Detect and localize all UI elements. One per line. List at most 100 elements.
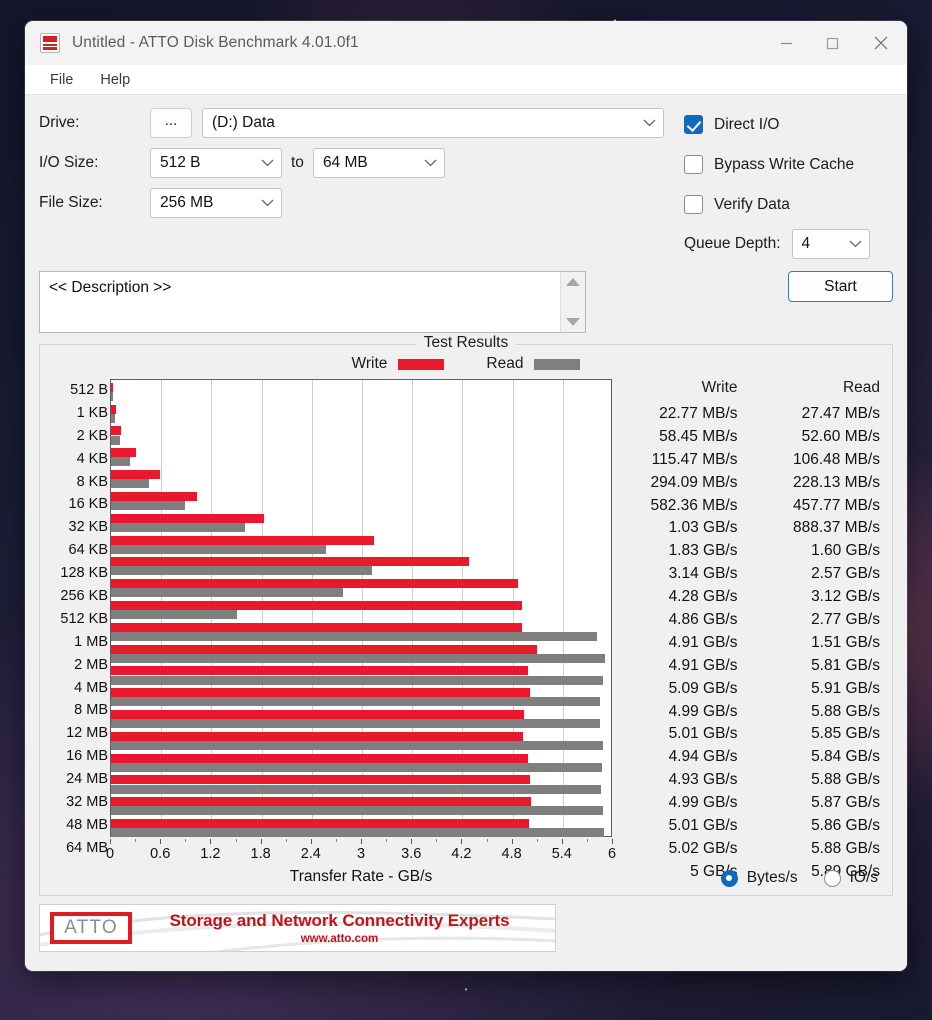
bypass-write-cache-checkbox[interactable]: [684, 155, 703, 174]
drive-select[interactable]: (D:) Data: [202, 108, 664, 138]
chart-x-minor-tick: [135, 839, 137, 842]
chart-bar-write: [111, 382, 113, 392]
radio-io-indicator[interactable]: [823, 869, 841, 887]
chart-gridline: [562, 380, 564, 836]
results-table-row: 4.91 GB/s 5.81 GB/s: [607, 655, 892, 678]
chart-y-label: 1 MB: [74, 633, 108, 650]
direct-io-checkbox[interactable]: [684, 115, 703, 134]
description-box[interactable]: << Description >>: [39, 271, 586, 333]
results-table-row: 4.99 GB/s 5.88 GB/s: [607, 701, 892, 724]
chart-bar-write: [111, 426, 121, 436]
direct-io-row[interactable]: Direct I/O: [684, 109, 893, 140]
results-read-value: 5.86 GB/s: [811, 817, 880, 835]
minimize-icon[interactable]: [763, 21, 809, 65]
start-button[interactable]: Start: [788, 271, 893, 302]
chart-bar-write: [111, 688, 531, 698]
io-size-from-select[interactable]: 512 B: [150, 148, 282, 178]
chart-y-label: 512 B: [70, 382, 108, 398]
chart-bar-read: [111, 391, 114, 401]
chart-bar-write: [111, 535, 374, 545]
radio-bytes-label: Bytes/s: [746, 869, 798, 886]
verify-data-label: Verify Data: [714, 195, 790, 213]
chart-bar-write: [111, 666, 529, 676]
results-table: Write Read 22.77 MB/s 27.47 MB/s 58.45 MB/…: [605, 379, 892, 884]
chart-bar-read: [111, 762, 603, 772]
atto-app-icon: [40, 33, 60, 53]
verify-data-checkbox[interactable]: [684, 195, 703, 214]
chart-x-tick: [110, 839, 111, 844]
chart-x-minor-tick: [536, 839, 538, 842]
results-write-value: 4.99 GB/s: [668, 702, 738, 720]
chart-y-label: 16 MB: [66, 748, 108, 765]
legend-label-read: Read: [486, 355, 524, 372]
chart-bar-write: [111, 470, 160, 480]
results-table-row: 4.99 GB/s 5.87 GB/s: [607, 792, 892, 815]
file-size-label: File Size:: [39, 194, 103, 211]
results-write-value: 1.03 GB/s: [668, 519, 738, 537]
banner-url: www.atto.com: [300, 933, 379, 945]
results-read-value: 3.12 GB/s: [811, 588, 880, 606]
chart-legend: Write Read: [40, 345, 892, 373]
scroll-up-arrow-icon[interactable]: [566, 278, 580, 286]
maximize-icon[interactable]: [809, 21, 855, 65]
io-size-row: I/O Size: 512 B to 64 MB: [39, 147, 664, 179]
results-read-value: 228.13 MB/s: [792, 473, 880, 491]
chart-x-tick: [461, 839, 463, 844]
chart-x-tick-label: 0.6: [150, 846, 171, 862]
results-read-value: 2.77 GB/s: [811, 611, 880, 629]
window-titlebar[interactable]: Untitled - ATTO Disk Benchmark 4.01.0f1: [25, 21, 907, 65]
chart-y-label: 8 MB: [74, 702, 108, 719]
chart-y-label: 64 MB: [66, 839, 108, 856]
results-table-row: 3.14 GB/s 2.57 GB/s: [607, 563, 892, 586]
chart-x-tick: [210, 839, 212, 844]
results-read-value: 457.77 MB/s: [792, 496, 880, 514]
chart-y-label: 16 KB: [68, 496, 109, 513]
legend-swatch-write: [398, 358, 445, 370]
close-icon[interactable]: [855, 21, 907, 65]
atto-disk-benchmark-window: Untitled - ATTO Disk Benchmark 4.01.0f1 …: [25, 21, 907, 971]
queue-depth-select[interactable]: 4: [791, 229, 870, 259]
description-scrollbar[interactable]: [560, 272, 585, 332]
drive-row: Drive: ... (D:) Data: [39, 107, 664, 139]
chart-bar-read: [111, 675, 603, 685]
radio-bytes-per-sec[interactable]: Bytes/s: [720, 869, 798, 887]
chevron-down-icon: [261, 199, 274, 207]
chart-x-minor-tick: [386, 839, 388, 842]
chart-bar-write: [111, 775, 531, 785]
file-size-select[interactable]: 256 MB: [150, 188, 282, 218]
results-read-value: 5.87 GB/s: [811, 794, 880, 812]
chart-bar-read: [111, 566, 373, 576]
menu-item-file[interactable]: File: [50, 71, 74, 88]
results-table-row: 5.09 GB/s 5.91 GB/s: [607, 678, 892, 701]
results-table-row: 115.47 MB/s 106.48 MB/s: [607, 449, 892, 472]
results-table-row: 58.45 MB/s 52.60 MB/s: [607, 426, 892, 449]
units-radio-group: Bytes/s IO/s: [720, 869, 878, 887]
radio-bytes-indicator[interactable]: [720, 869, 738, 887]
chart-y-label: 4 KB: [76, 450, 108, 467]
results-write-value: 4.99 GB/s: [668, 794, 738, 812]
chart-bar-write: [111, 753, 529, 763]
results-write-value: 4.91 GB/s: [668, 656, 738, 674]
io-size-to-select[interactable]: 64 MB: [312, 148, 445, 178]
description-text[interactable]: << Description >>: [49, 279, 172, 296]
chevron-down-icon: [643, 119, 656, 127]
chart-x-tick: [260, 839, 262, 844]
radio-io-per-sec[interactable]: IO/s: [823, 869, 878, 887]
chart-x-minor-tick: [486, 839, 488, 842]
chart-x-tick: [310, 839, 312, 844]
chart-bar-read: [111, 806, 603, 816]
chart-x-minor-tick: [436, 839, 438, 842]
io-size-to-value: 64 MB: [322, 154, 368, 171]
atto-banner[interactable]: ATTO Storage and Network Connectivity Ex…: [39, 904, 556, 952]
chart-y-label: 2 MB: [74, 656, 108, 673]
scroll-down-arrow-icon[interactable]: [566, 318, 580, 326]
chart-x-tick-label: 0: [105, 846, 115, 862]
results-read-value: 5.81 GB/s: [811, 656, 880, 674]
bypass-write-cache-row[interactable]: Bypass Write Cache: [684, 149, 893, 180]
results-read-value: 2.57 GB/s: [811, 565, 880, 583]
drive-select-value: (D:) Data: [212, 114, 275, 131]
verify-data-row[interactable]: Verify Data: [684, 189, 893, 220]
chart-bar-read: [111, 522, 245, 532]
browse-button[interactable]: ...: [150, 108, 192, 138]
menu-item-help[interactable]: Help: [100, 71, 131, 88]
